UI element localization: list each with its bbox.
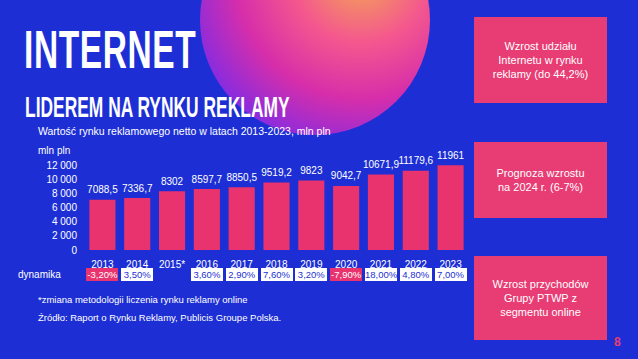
svg-text:11961: 11961 bbox=[437, 150, 465, 161]
html-text:dynamika: dynamika bbox=[18, 269, 61, 280]
svg-text:2022: 2022 bbox=[404, 258, 427, 270]
svg-text:6 000: 6 000 bbox=[52, 202, 77, 213]
svg-text:2023: 2023 bbox=[439, 258, 462, 270]
svg-text:8850,5: 8850,5 bbox=[226, 172, 257, 183]
svg-text:8 000: 8 000 bbox=[52, 188, 77, 199]
svg-text:2013: 2013 bbox=[91, 258, 114, 270]
svg-text:7088,5: 7088,5 bbox=[87, 184, 118, 195]
html-text:INTERNET: INTERNET bbox=[24, 19, 197, 79]
svg-text:2015*: 2015* bbox=[159, 259, 185, 270]
svg-text:9519,2: 9519,2 bbox=[261, 167, 292, 178]
svg-text:10671,9: 10671,9 bbox=[363, 159, 400, 170]
html-text:Prognoza wzrostu na 2024 r. (6: Prognoza wzrostu na 2024 r. (6-7%) bbox=[496, 167, 585, 193]
svg-text:4 000: 4 000 bbox=[52, 216, 77, 227]
html-text:4,80%: 4,80% bbox=[402, 269, 430, 280]
svg-text:2 000: 2 000 bbox=[52, 230, 77, 241]
html-text:Wartość rynku reklamowego nett: Wartość rynku reklamowego netto w latach… bbox=[38, 125, 331, 137]
html-text:2,90%: 2,90% bbox=[228, 269, 256, 280]
svg-text:2021: 2021 bbox=[369, 258, 393, 270]
svg-text:8597,7: 8597,7 bbox=[192, 174, 223, 185]
svg-text:2020: 2020 bbox=[335, 258, 358, 270]
html-text:-7,90% 18,00%: -7,90% 18,00% bbox=[331, 269, 398, 280]
svg-text:10 000: 10 000 bbox=[46, 174, 77, 185]
html-text:*zmiana metodologii liczenia r: *zmiana metodologii liczenia rynku rekla… bbox=[38, 294, 248, 305]
svg-text:0: 0 bbox=[71, 245, 77, 256]
html-text:7,60%: 7,60% bbox=[263, 269, 290, 280]
html-text:mln pln: mln pln bbox=[38, 145, 71, 156]
html-text:3,60%: 3,60% bbox=[193, 269, 221, 280]
svg-text:2018: 2018 bbox=[265, 258, 288, 270]
svg-text:2017: 2017 bbox=[230, 258, 253, 270]
svg-text:9042,7: 9042,7 bbox=[331, 170, 362, 181]
svg-text:8302: 8302 bbox=[161, 176, 184, 187]
svg-text:12 000: 12 000 bbox=[46, 160, 77, 171]
html-text:3,50%: 3,50% bbox=[123, 269, 151, 280]
html-text:Wzrost przychodów Grupy PTWP z: Wzrost przychodów Grupy PTWP z segmentu … bbox=[492, 278, 589, 318]
svg-text:2019: 2019 bbox=[300, 258, 323, 270]
html-text:-3,20%: -3,20% bbox=[87, 269, 118, 280]
svg-text:2014: 2014 bbox=[126, 258, 149, 270]
svg-text:7336,7: 7336,7 bbox=[122, 183, 153, 194]
html-text:LIDEREM NA RYNKU REKLAMY: LIDEREM NA RYNKU REKLAMY bbox=[25, 91, 290, 123]
svg-text:11179,6: 11179,6 bbox=[398, 155, 433, 166]
html-text:7,00%: 7,00% bbox=[437, 269, 464, 280]
html-text:8: 8 bbox=[614, 335, 621, 349]
html-text:Źródło: Raport o Rynku Reklamy: Źródło: Raport o Rynku Reklamy, Publicis… bbox=[38, 312, 282, 323]
svg-text:9823: 9823 bbox=[300, 165, 323, 176]
svg-text:2016: 2016 bbox=[195, 258, 218, 270]
html-text:Wzrost udziału Internetu w ryn: Wzrost udziału Internetu w rynku reklamy… bbox=[492, 40, 589, 80]
html-text:3,20%: 3,20% bbox=[297, 269, 325, 280]
